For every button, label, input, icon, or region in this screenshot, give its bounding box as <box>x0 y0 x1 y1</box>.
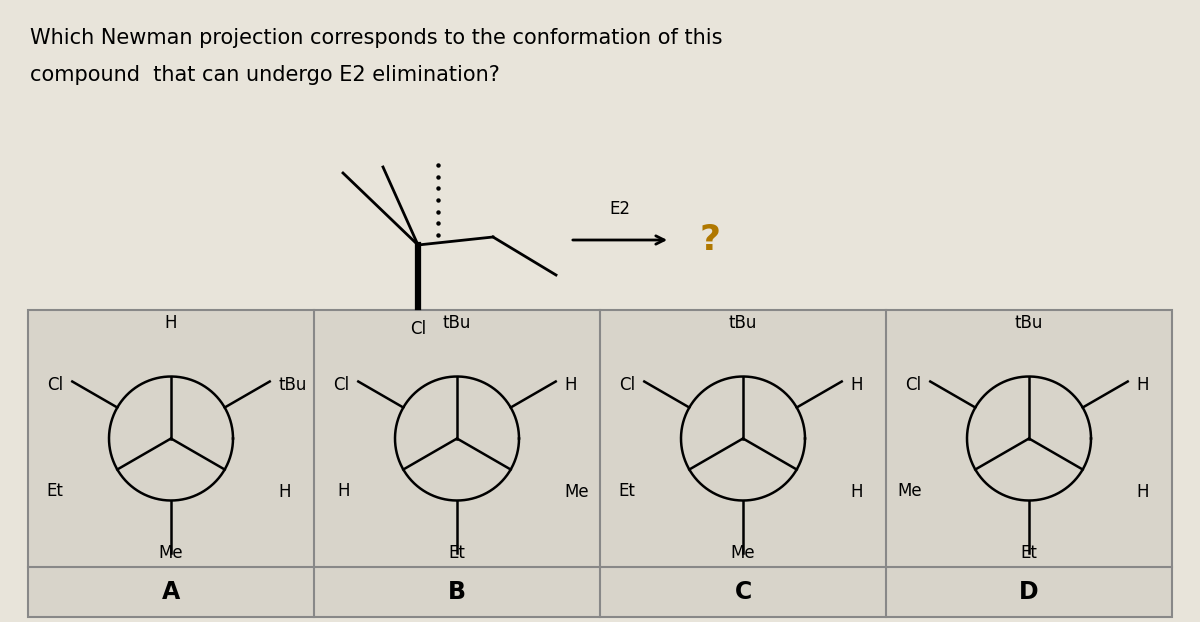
Text: tBu: tBu <box>1015 315 1043 333</box>
Text: B: B <box>448 580 466 604</box>
Text: Cl: Cl <box>619 376 636 394</box>
Text: E2: E2 <box>610 200 630 218</box>
Text: Me: Me <box>896 483 922 501</box>
Text: Et: Et <box>449 544 466 562</box>
Text: H: H <box>337 483 349 501</box>
Text: A: A <box>162 580 180 604</box>
Text: Cl: Cl <box>48 376 64 394</box>
Text: tBu: tBu <box>278 376 307 394</box>
Text: compound  that can undergo E2 elimination?: compound that can undergo E2 elimination… <box>30 65 500 85</box>
Text: H: H <box>564 376 577 394</box>
Text: Cl: Cl <box>906 376 922 394</box>
Text: C: C <box>734 580 751 604</box>
Text: Cl: Cl <box>410 320 426 338</box>
Text: Which Newman projection corresponds to the conformation of this: Which Newman projection corresponds to t… <box>30 28 722 48</box>
Text: Et: Et <box>47 483 64 501</box>
Text: tBu: tBu <box>728 315 757 333</box>
Text: Et: Et <box>1020 544 1038 562</box>
Text: Me: Me <box>158 544 184 562</box>
Text: tBu: tBu <box>443 315 472 333</box>
Text: Cl: Cl <box>334 376 349 394</box>
Text: H: H <box>1136 376 1148 394</box>
Bar <box>28 310 1172 617</box>
Text: H: H <box>851 376 863 394</box>
Text: H: H <box>164 315 178 333</box>
Text: H: H <box>851 483 863 501</box>
Text: Me: Me <box>564 483 589 501</box>
Text: Et: Et <box>619 483 636 501</box>
Text: Me: Me <box>731 544 755 562</box>
Text: ?: ? <box>700 223 720 257</box>
Text: H: H <box>278 483 290 501</box>
Text: H: H <box>1136 483 1148 501</box>
Text: D: D <box>1019 580 1039 604</box>
